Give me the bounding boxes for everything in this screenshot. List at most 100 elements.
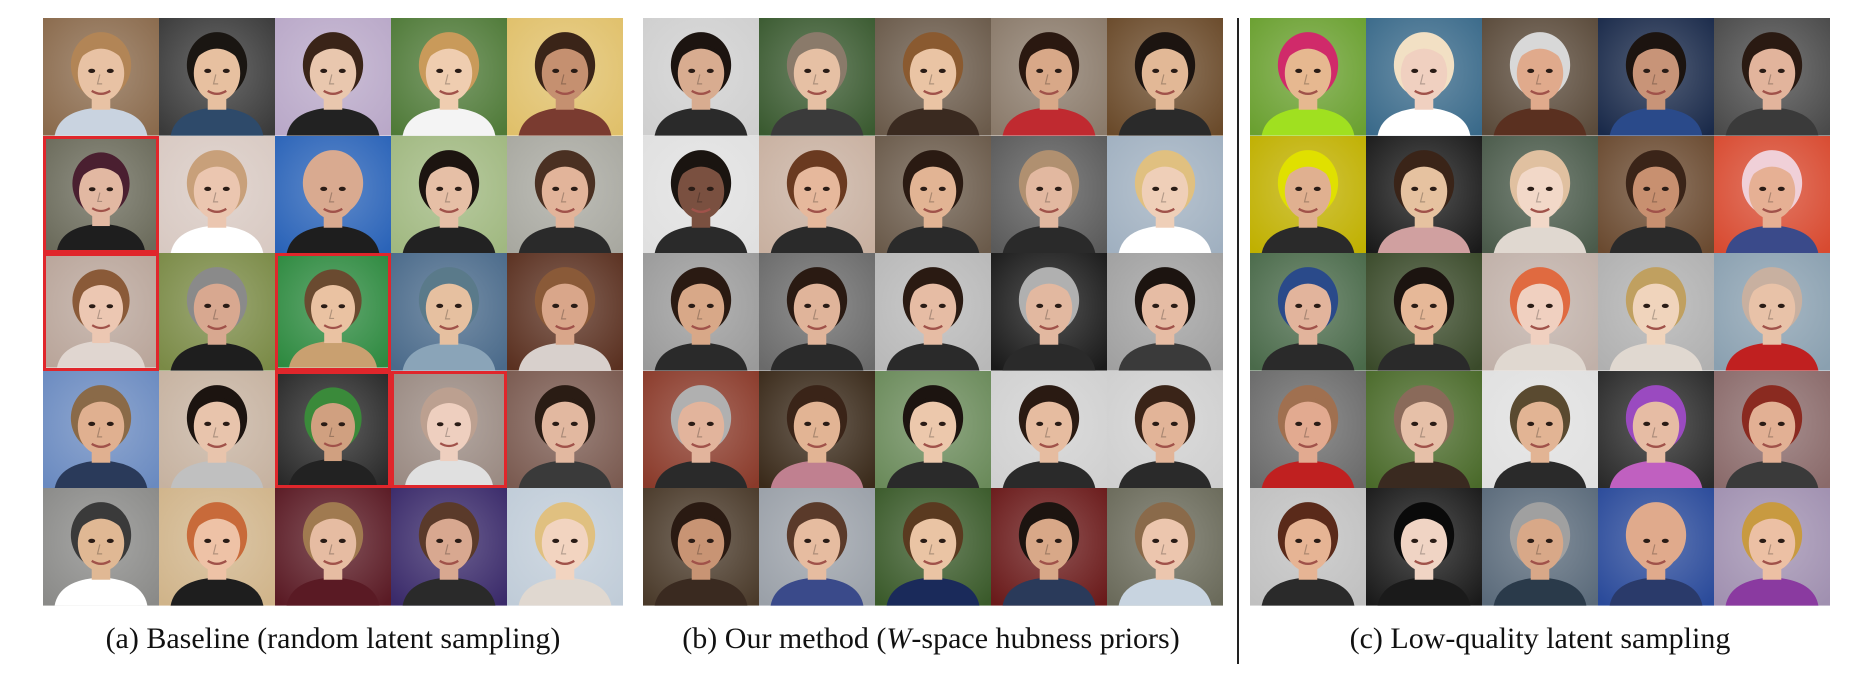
face-photo-tile — [759, 18, 875, 136]
face-photo — [1366, 18, 1482, 136]
face-photo — [875, 488, 991, 606]
face-photo — [1366, 488, 1482, 606]
face-photo — [1714, 370, 1830, 489]
face-photo-tile — [1250, 253, 1366, 371]
face-photo-tile — [43, 488, 159, 606]
face-photo — [1714, 135, 1830, 254]
face-photo-tile — [1250, 370, 1366, 489]
caption-c: (c) Low-quality latent sampling — [1349, 622, 1731, 655]
face-photo — [159, 18, 275, 136]
caption-b-suffix: -space hubness priors) — [911, 622, 1180, 655]
face-photo-tile — [1714, 488, 1830, 606]
face-photo-tile — [1714, 253, 1830, 371]
face-photo-tile — [643, 18, 759, 136]
face-photo-tile — [643, 253, 759, 371]
face-photo-tile — [1482, 253, 1598, 371]
face-photo — [278, 373, 388, 486]
caption-b-italic: W — [886, 622, 912, 655]
face-photo-tile — [1250, 18, 1366, 136]
face-photo — [43, 18, 159, 136]
face-photo — [391, 488, 507, 606]
face-photo — [275, 488, 391, 606]
face-photo-tile — [159, 253, 275, 371]
face-photo-tile — [1598, 135, 1714, 254]
face-photo-tile — [759, 370, 875, 489]
face-photo — [991, 135, 1107, 254]
face-photo-tile — [759, 253, 875, 371]
face-photo — [759, 253, 875, 371]
face-photo — [1366, 370, 1482, 489]
face-photo — [643, 253, 759, 371]
vertical-divider — [1237, 18, 1239, 664]
face-photo — [507, 370, 623, 489]
face-photo-tile — [43, 18, 159, 136]
face-photo-tile — [507, 135, 623, 254]
face-photo-tile — [391, 253, 507, 371]
face-photo-tile — [159, 370, 275, 489]
face-photo — [759, 135, 875, 254]
face-photo — [643, 18, 759, 136]
panel-c-face-grid — [1250, 18, 1830, 606]
face-photo — [759, 488, 875, 606]
face-photo-tile — [1107, 253, 1223, 371]
face-photo — [759, 370, 875, 489]
face-photo-tile — [1598, 253, 1714, 371]
face-photo — [759, 18, 875, 136]
face-photo — [875, 253, 991, 371]
face-photo — [43, 370, 159, 489]
face-photo-tile — [275, 18, 391, 136]
face-photo — [1366, 135, 1482, 254]
face-photo-tile — [991, 135, 1107, 254]
face-photo-tile — [643, 370, 759, 489]
face-photo — [507, 135, 623, 254]
face-photo — [991, 488, 1107, 606]
face-photo — [1714, 18, 1830, 136]
face-photo-tile — [507, 253, 623, 371]
face-photo-tile — [391, 370, 507, 489]
face-photo — [875, 370, 991, 489]
face-photo — [391, 135, 507, 254]
face-photo — [991, 253, 1107, 371]
face-photo — [1107, 18, 1223, 136]
face-photo-tile — [507, 370, 623, 489]
face-photo — [1598, 370, 1714, 489]
face-photo-tile — [875, 253, 991, 371]
face-photo-tile — [1250, 488, 1366, 606]
face-photo-tile — [159, 488, 275, 606]
face-photo-tile — [1482, 18, 1598, 136]
face-photo — [1366, 253, 1482, 371]
face-photo — [391, 253, 507, 371]
face-photo — [1714, 253, 1830, 371]
face-photo — [991, 370, 1107, 489]
face-photo — [1250, 370, 1366, 489]
face-photo — [875, 135, 991, 254]
face-photo-tile — [275, 370, 391, 489]
face-photo-tile — [507, 18, 623, 136]
face-photo-tile — [991, 18, 1107, 136]
face-photo — [507, 488, 623, 606]
face-photo-tile — [1482, 370, 1598, 489]
face-photo-tile — [275, 135, 391, 254]
face-photo-tile — [1366, 253, 1482, 371]
face-photo-tile — [159, 18, 275, 136]
face-photo-tile — [43, 253, 159, 371]
face-photo — [1250, 135, 1366, 254]
face-photo-tile — [875, 370, 991, 489]
face-photo — [643, 135, 759, 254]
face-photo — [43, 488, 159, 606]
face-photo — [643, 370, 759, 489]
face-photo — [1482, 253, 1598, 371]
face-photo — [159, 488, 275, 606]
face-photo — [1482, 18, 1598, 136]
face-photo — [159, 253, 275, 371]
face-photo-tile — [875, 135, 991, 254]
face-photo — [507, 18, 623, 136]
face-photo — [159, 135, 275, 254]
face-photo-tile — [1366, 18, 1482, 136]
face-photo-tile — [1598, 370, 1714, 489]
face-photo-tile — [1107, 370, 1223, 489]
face-photo — [46, 256, 156, 368]
face-photo-tile — [391, 18, 507, 136]
face-photo — [507, 253, 623, 371]
face-photo — [1250, 488, 1366, 606]
